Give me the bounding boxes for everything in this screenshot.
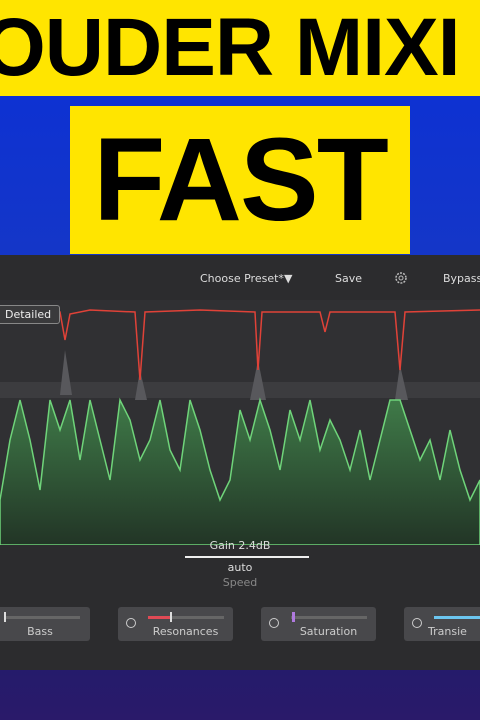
view-toggle[interactable]: Detailed xyxy=(0,305,61,324)
headline-box: FAST xyxy=(70,106,410,254)
headline: OUDER MIXI xyxy=(0,2,460,93)
module[interactable]: Saturation xyxy=(261,607,376,641)
headline: FAST xyxy=(93,114,389,246)
bypass-button[interactable]: Bypass xyxy=(443,272,480,285)
module-label: Resonances xyxy=(152,625,219,638)
module[interactable]: Transie xyxy=(404,607,480,641)
module-label: Bass xyxy=(27,625,53,638)
plugin-window: Choose Preset* ▼ Save Bypass Detailed Ga… xyxy=(0,255,480,670)
gain-slider[interactable] xyxy=(185,556,309,558)
analyzer xyxy=(0,300,480,545)
module-label: Saturation xyxy=(299,625,358,638)
speed-label: Speed xyxy=(222,576,258,589)
module[interactable]: Bass xyxy=(0,607,90,641)
settings-icon[interactable] xyxy=(394,271,408,285)
gain-label: Gain 2.4dB xyxy=(209,539,271,552)
save-button[interactable]: Save xyxy=(335,272,363,285)
preset-arrow[interactable]: ▼ xyxy=(284,272,293,285)
speed-value[interactable]: auto xyxy=(227,561,253,574)
module[interactable]: Resonances xyxy=(118,607,233,641)
preset-menu[interactable]: Choose Preset* xyxy=(200,272,284,285)
headline-band: OUDER MIXI xyxy=(0,0,480,96)
module-label: Transie xyxy=(428,625,467,638)
